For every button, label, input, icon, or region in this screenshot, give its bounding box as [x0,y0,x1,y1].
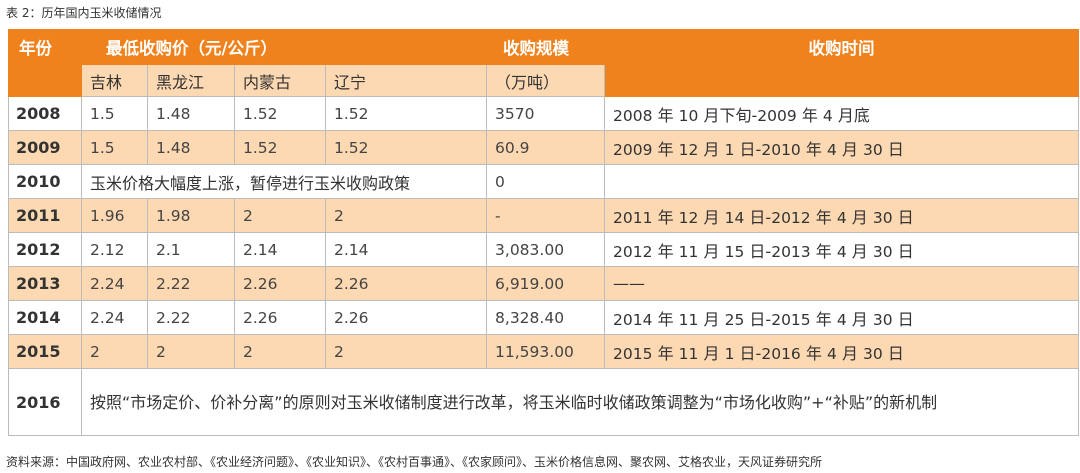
price-neimenggu: 2.14 [234,232,326,267]
time-range: —— [604,266,1080,301]
scale-unit: （万吨） [486,64,606,97]
price-liaoning: 1.52 [324,130,488,165]
subheader-blank-time [604,64,1080,97]
price-jilin: 2 [81,334,148,369]
policy-note: 玉米价格大幅度上涨，暂停进行玉米收购政策 [80,164,488,199]
row-year: 2016 [8,368,82,436]
price-neimenggu: 2 [234,334,326,369]
price-neimenggu: 2 [234,198,326,233]
price-heilongjiang: 1.48 [147,130,235,165]
time-range: 2012 年 11 月 15 日-2013 年 4 月 30 日 [604,232,1080,267]
price-jilin: 2.24 [81,300,148,335]
price-liaoning: 2 [324,334,488,369]
scale-value: 3570 [486,96,606,131]
time-range: 2008 年 10 月下旬-2009 年 4 月底 [604,96,1080,131]
row-year: 2013 [8,266,82,301]
price-heilongjiang: 1.48 [147,96,235,131]
price-neimenggu: 1.52 [234,130,326,165]
price-heilongjiang: 2.22 [147,266,235,301]
row-year: 2015 [8,334,82,369]
scale-value: 6,919.00 [486,266,606,301]
scale-value: 8,328.40 [486,300,606,335]
table-row: 2012 2.12 2.1 2.14 2.14 3,083.00 2012 年 … [8,232,1080,267]
province-liaoning: 辽宁 [324,64,488,97]
price-jilin: 2.12 [81,232,148,267]
province-neimenggu: 内蒙古 [234,64,326,97]
corn-reserve-table: 年份 最低收购价（元/公斤） 收购规模 收购时间 吉林 黑龙江 内蒙古 辽宁 （… [8,29,1080,436]
time-range: 2009 年 12 月 1 日-2010 年 4 月 30 日 [604,130,1080,165]
header-time: 收购时间 [604,29,1080,65]
policy-note: 按照“市场定价、价补分离”的原则对玉米收储制度进行改革，将玉米临时收储政策调整为… [80,368,1080,436]
header-price: 最低收购价（元/公斤） [80,29,488,65]
price-jilin: 2.24 [81,266,148,301]
row-year: 2010 [8,164,82,199]
time-range: 2014 年 11 月 25 日-2015 年 4 月 30 日 [604,300,1080,335]
header-year: 年份 [8,29,82,65]
row-year: 2014 [8,300,82,335]
price-liaoning: 2.26 [324,300,488,335]
scale-value: 11,593.00 [486,334,606,369]
scale-value: 0 [486,164,606,199]
price-heilongjiang: 2 [147,334,235,369]
scale-value: - [486,198,606,233]
time-range: 2015 年 11 月 1 日-2016 年 4 月 30 日 [604,334,1080,369]
table-row: 2008 1.5 1.48 1.52 1.52 3570 2008 年 10 月… [8,96,1080,131]
price-heilongjiang: 1.98 [147,198,235,233]
table-row: 2009 1.5 1.48 1.52 1.52 60.9 2009 年 12 月… [8,130,1080,165]
price-jilin: 1.5 [81,130,148,165]
table-row: 2013 2.24 2.22 2.26 2.26 6,919.00 —— [8,266,1080,301]
price-jilin: 1.96 [81,198,148,233]
price-heilongjiang: 2.22 [147,300,235,335]
row-year: 2012 [8,232,82,267]
table-caption: 表 2：历年国内玉米收储情况 [6,6,162,20]
price-neimenggu: 2.26 [234,300,326,335]
data-source: 资料来源：中国政府网、农业农村部、《农业经济问题》、《农业知识》、《农村百事通》… [6,455,823,469]
price-jilin: 1.5 [81,96,148,131]
price-neimenggu: 1.52 [234,96,326,131]
table-row: 2010 玉米价格大幅度上涨，暂停进行玉米收购政策 0 [8,164,1080,199]
price-heilongjiang: 2.1 [147,232,235,267]
price-liaoning: 2 [324,198,488,233]
price-liaoning: 1.52 [324,96,488,131]
table-row: 2014 2.24 2.22 2.26 2.26 8,328.40 2014 年… [8,300,1080,335]
table-row: 2011 1.96 1.98 2 2 - 2011 年 12 月 14 日-20… [8,198,1080,233]
table-row: 2016 按照“市场定价、价补分离”的原则对玉米收储制度进行改革，将玉米临时收储… [8,368,1080,436]
province-heilongjiang: 黑龙江 [147,64,235,97]
price-liaoning: 2.26 [324,266,488,301]
row-year: 2009 [8,130,82,165]
price-neimenggu: 2.26 [234,266,326,301]
header-row: 年份 最低收购价（元/公斤） 收购规模 收购时间 [8,29,1080,65]
header-scale: 收购规模 [486,29,606,65]
scale-value: 3,083.00 [486,232,606,267]
time-range [604,164,1080,199]
row-year: 2011 [8,198,82,233]
subheader-row: 吉林 黑龙江 内蒙古 辽宁 （万吨） [8,64,1080,97]
row-year: 2008 [8,96,82,131]
time-range: 2011 年 12 月 14 日-2012 年 4 月 30 日 [604,198,1080,233]
province-jilin: 吉林 [81,64,148,97]
scale-value: 60.9 [486,130,606,165]
price-liaoning: 2.14 [324,232,488,267]
table-row: 2015 2 2 2 2 11,593.00 2015 年 11 月 1 日-2… [8,334,1080,369]
subheader-blank [8,64,82,97]
